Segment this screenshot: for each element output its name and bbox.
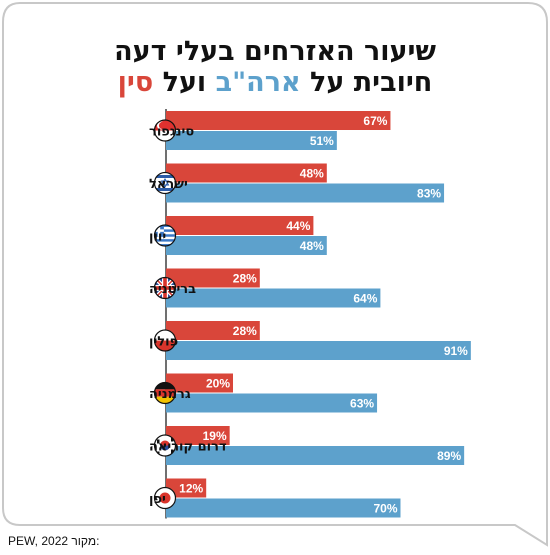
poland-flag-icon — [153, 329, 177, 352]
singapore-flag-icon — [153, 119, 177, 142]
category-label: גרמניה — [149, 387, 191, 402]
bar-china — [166, 216, 314, 235]
category-label: בריטניה — [149, 282, 196, 297]
category-label: דרום קוריאה — [149, 440, 227, 455]
data-label-usa: 91% — [444, 344, 468, 358]
data-label-usa: 63% — [350, 397, 374, 411]
category-label: סינגפור — [149, 125, 194, 140]
uk-flag-icon — [153, 276, 177, 300]
bar-china — [166, 163, 327, 183]
bar-china — [166, 268, 260, 288]
bar-usa — [166, 131, 337, 150]
title-and: ועל — [162, 67, 207, 98]
south-korea-flag-icon — [153, 434, 177, 457]
germany-flag-icon — [153, 381, 177, 405]
chart-title-line-1: שיעור האזרחים בעלי דעה — [114, 36, 436, 67]
data-label-usa: 48% — [300, 239, 324, 253]
data-label-china: 67% — [363, 114, 387, 128]
data-label-usa: 70% — [373, 502, 397, 516]
source-value: PEW, 2022 — [8, 534, 69, 548]
data-label-usa: 64% — [353, 292, 377, 306]
source-note: PEW, 2022 מקור: — [8, 534, 99, 548]
data-label-usa: 83% — [417, 187, 441, 201]
title-china: סין — [117, 67, 154, 98]
bar-china — [166, 373, 233, 393]
category-label: פולין — [149, 335, 178, 350]
bar-usa — [166, 341, 471, 360]
data-label-china: 19% — [203, 429, 227, 443]
bar-china — [166, 111, 391, 130]
bar-china — [166, 426, 230, 445]
bar-usa — [166, 498, 401, 518]
bar-china — [166, 478, 207, 498]
title-usa: ארה"ב — [215, 67, 301, 98]
data-label-china: 20% — [206, 377, 230, 391]
title-text: חיובית על — [310, 67, 433, 98]
bar-usa — [166, 183, 445, 203]
bar-usa — [166, 393, 378, 413]
data-label-china: 12% — [179, 482, 203, 496]
category-label: ישראל — [149, 177, 188, 192]
source-label: מקור: — [71, 534, 100, 548]
chart-title-line-2: חיובית על ארה"ב ועל סין — [20, 67, 530, 99]
category-label: יוון — [149, 230, 166, 245]
data-label-usa: 89% — [437, 449, 461, 463]
greece-flag-icon — [153, 224, 177, 247]
bar-usa — [166, 288, 381, 308]
japan-flag-icon — [153, 486, 177, 510]
israel-flag-icon — [153, 171, 177, 195]
data-label-china: 28% — [233, 324, 257, 338]
data-label-usa: 51% — [310, 134, 334, 148]
category-label: יפן — [149, 492, 166, 507]
bar-usa — [166, 236, 327, 255]
data-label-china: 48% — [300, 167, 324, 181]
bar-usa — [166, 446, 465, 465]
bar-china — [166, 321, 260, 340]
data-label-china: 44% — [286, 219, 310, 233]
data-label-china: 28% — [233, 272, 257, 286]
